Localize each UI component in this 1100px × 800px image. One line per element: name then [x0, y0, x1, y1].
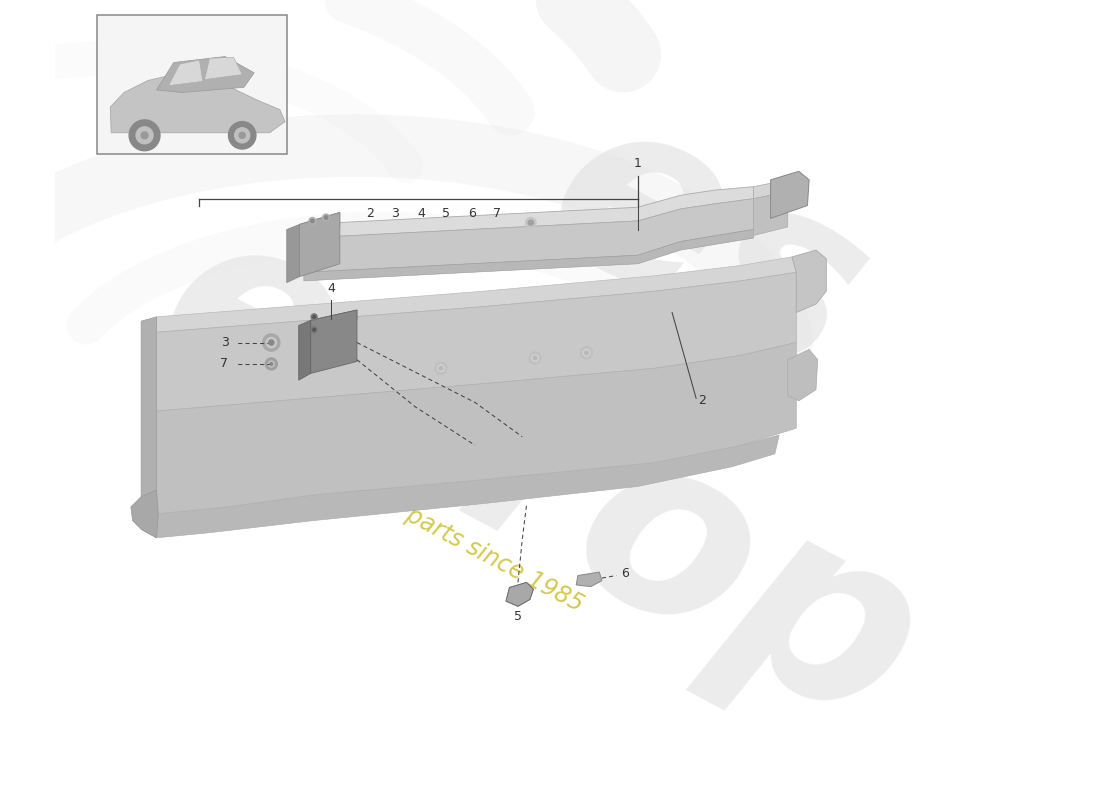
Polygon shape	[310, 310, 358, 330]
Circle shape	[263, 334, 279, 351]
Text: es: es	[509, 67, 904, 430]
Text: 3: 3	[221, 336, 229, 349]
Circle shape	[434, 362, 447, 374]
Text: europ: europ	[120, 180, 959, 779]
Polygon shape	[110, 74, 285, 133]
Circle shape	[312, 315, 316, 318]
Text: 2: 2	[366, 207, 374, 220]
Circle shape	[581, 347, 593, 359]
Circle shape	[234, 128, 250, 143]
Circle shape	[585, 351, 588, 354]
Polygon shape	[299, 212, 340, 277]
Circle shape	[309, 218, 316, 224]
Polygon shape	[754, 192, 788, 235]
Circle shape	[583, 350, 590, 356]
Circle shape	[439, 366, 442, 370]
Text: 6: 6	[620, 567, 628, 580]
Circle shape	[129, 120, 160, 150]
Text: 4: 4	[328, 282, 336, 294]
Circle shape	[229, 122, 256, 149]
Circle shape	[534, 356, 537, 360]
Circle shape	[529, 352, 541, 364]
Polygon shape	[156, 257, 796, 332]
Text: 3: 3	[392, 207, 399, 220]
Polygon shape	[131, 490, 158, 538]
Circle shape	[136, 127, 153, 144]
Text: 5: 5	[442, 207, 450, 220]
Circle shape	[266, 338, 276, 348]
Text: 7: 7	[494, 207, 502, 220]
Polygon shape	[310, 310, 358, 374]
Polygon shape	[304, 198, 754, 272]
Polygon shape	[788, 350, 817, 401]
Polygon shape	[304, 186, 754, 238]
Polygon shape	[156, 57, 254, 93]
Circle shape	[312, 329, 316, 331]
Polygon shape	[299, 320, 310, 380]
Polygon shape	[141, 317, 156, 538]
Circle shape	[268, 340, 274, 345]
Polygon shape	[792, 250, 826, 313]
Bar	[97, 15, 287, 154]
Polygon shape	[168, 60, 202, 86]
Polygon shape	[156, 342, 796, 514]
Polygon shape	[304, 230, 754, 281]
Circle shape	[528, 220, 534, 226]
Text: 6: 6	[468, 207, 475, 220]
Circle shape	[265, 358, 277, 370]
Text: a passion for parts since 1985: a passion for parts since 1985	[261, 428, 587, 617]
Polygon shape	[287, 224, 299, 282]
Polygon shape	[205, 58, 242, 80]
Text: 4: 4	[417, 207, 425, 220]
Circle shape	[311, 314, 317, 320]
Polygon shape	[754, 180, 788, 198]
Text: 7: 7	[220, 358, 229, 370]
Circle shape	[438, 365, 444, 372]
Circle shape	[141, 132, 149, 138]
Circle shape	[324, 216, 328, 219]
Text: 1: 1	[634, 157, 641, 170]
Text: 5: 5	[514, 610, 522, 622]
Circle shape	[270, 362, 273, 366]
Polygon shape	[771, 171, 810, 218]
Circle shape	[268, 361, 274, 367]
Circle shape	[239, 132, 245, 138]
Polygon shape	[576, 572, 602, 586]
Polygon shape	[506, 582, 534, 606]
Polygon shape	[156, 272, 796, 411]
Polygon shape	[156, 435, 779, 538]
Text: 2: 2	[697, 394, 706, 407]
Circle shape	[526, 218, 536, 228]
Circle shape	[311, 326, 317, 333]
Circle shape	[531, 354, 539, 362]
Polygon shape	[299, 212, 340, 238]
Circle shape	[310, 219, 315, 222]
Circle shape	[322, 214, 330, 221]
